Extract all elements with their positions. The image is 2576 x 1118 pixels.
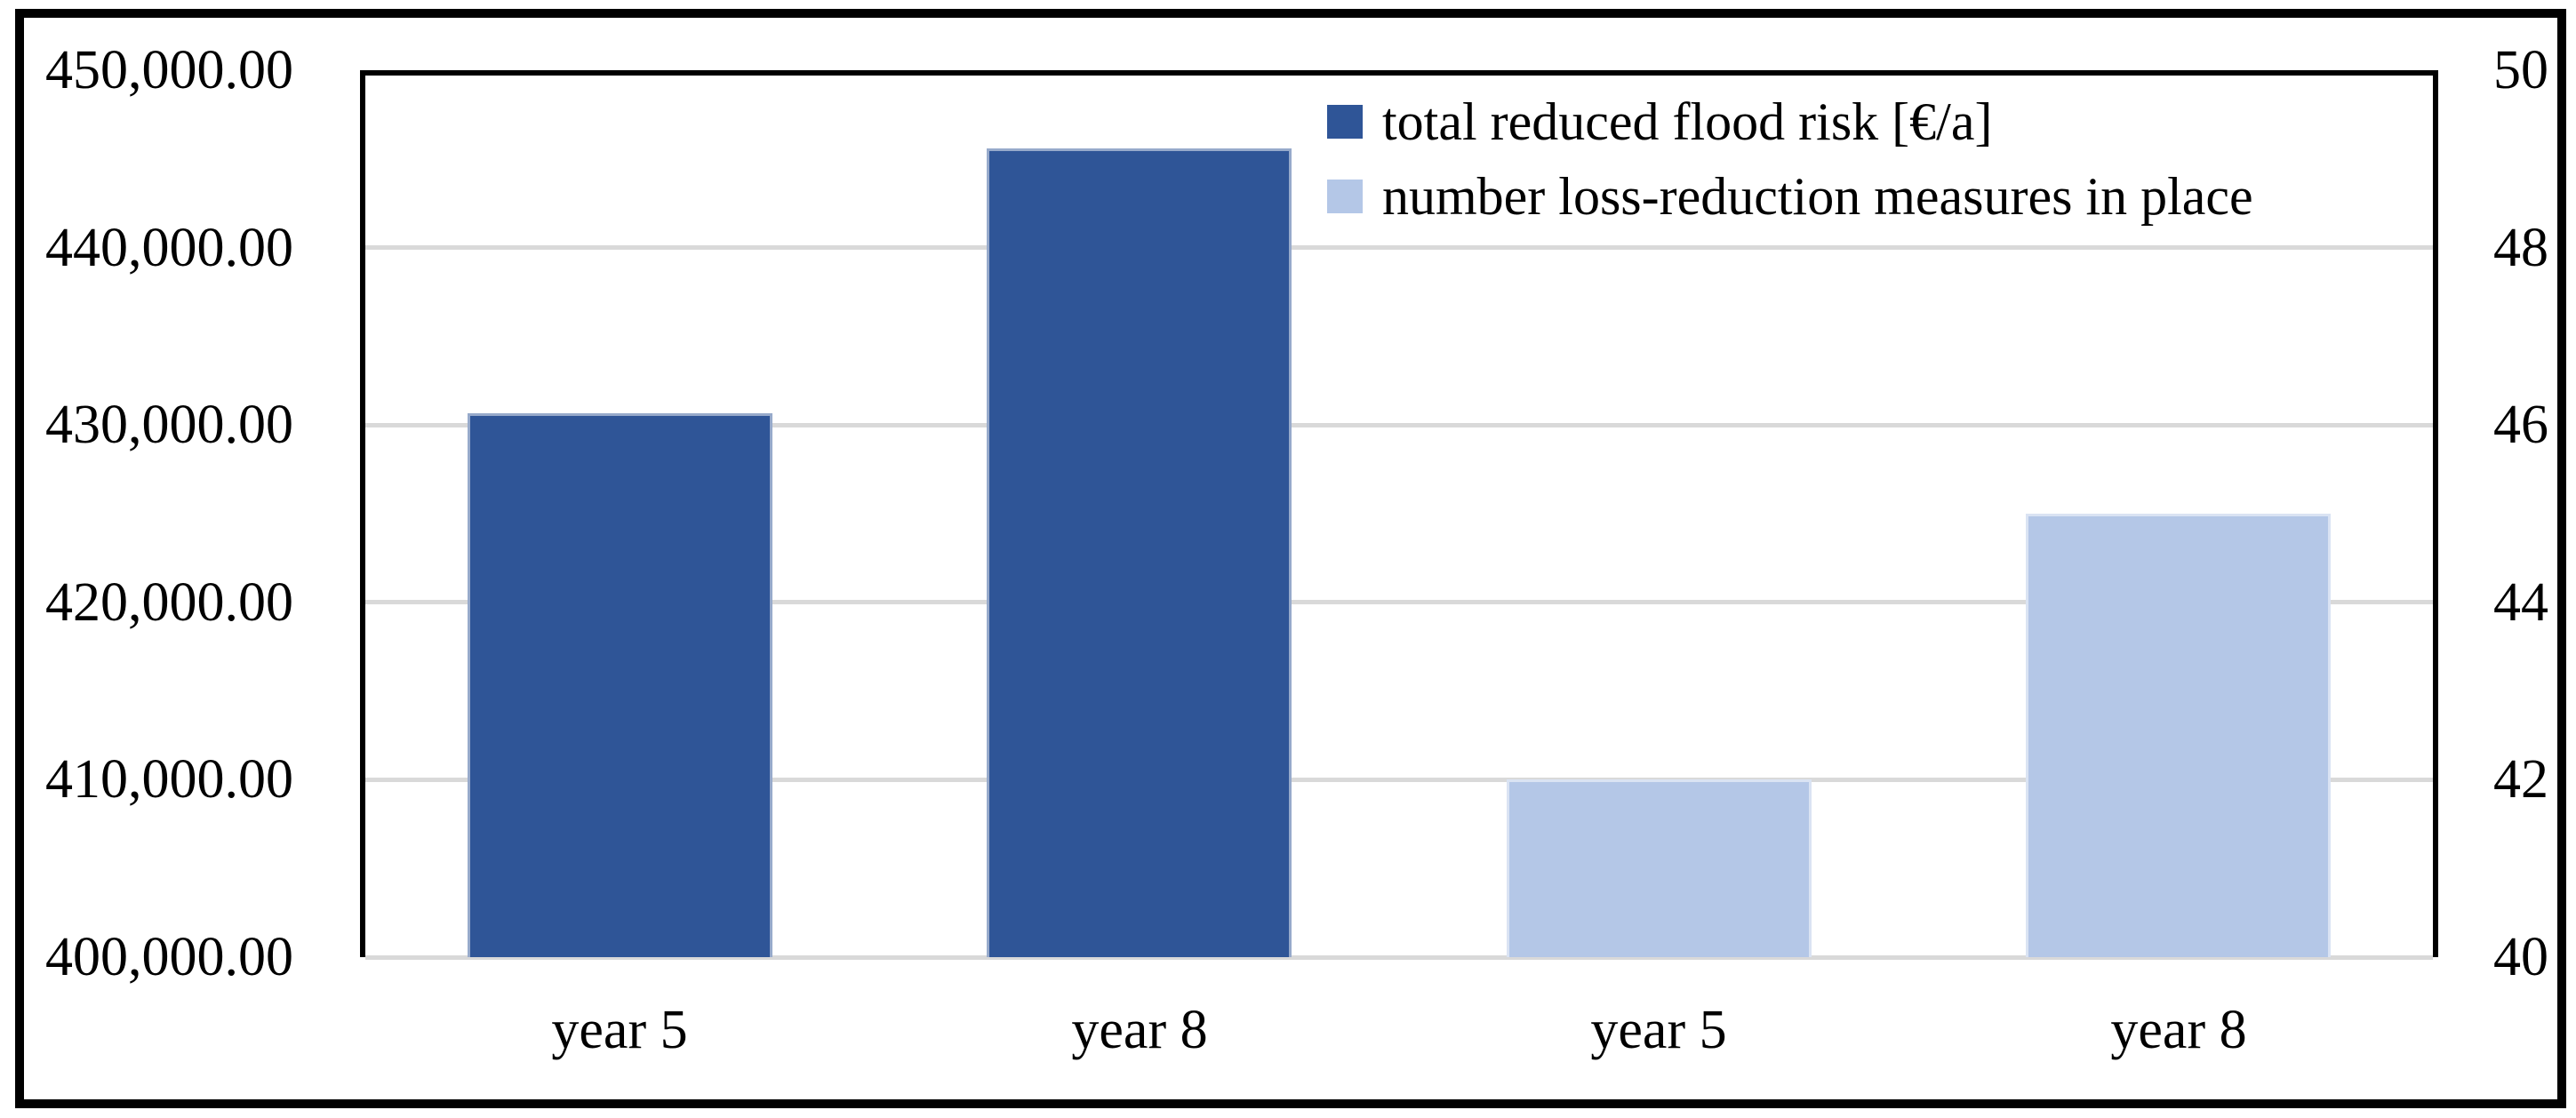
right-axis-tick-label: 42 xyxy=(2493,749,2548,810)
left-axis-tick-label: 430,000.00 xyxy=(45,395,293,455)
legend-item: number loss-reduction measures in place xyxy=(1327,159,2253,234)
category-label: year 5 xyxy=(1590,1000,1727,1060)
legend-item: total reduced flood risk [€/a] xyxy=(1327,84,2253,159)
left-axis-tick-label: 440,000.00 xyxy=(45,218,293,278)
bar-series2-year-8 xyxy=(2026,514,2331,957)
legend-swatch xyxy=(1327,105,1363,139)
right-axis-tick-label: 48 xyxy=(2493,218,2548,278)
gridline xyxy=(365,423,2433,427)
category-label: year 8 xyxy=(1071,1000,1208,1060)
category-axis-line xyxy=(365,955,2433,960)
legend-label: number loss-reduction measures in place xyxy=(1382,167,2253,226)
category-label: year 8 xyxy=(2110,1000,2247,1060)
left-axis-tick-label: 420,000.00 xyxy=(45,572,293,633)
gridline xyxy=(365,245,2433,250)
gridline xyxy=(365,778,2433,782)
legend-label: total reduced flood risk [€/a] xyxy=(1382,92,1993,151)
right-axis-tick-label: 50 xyxy=(2493,40,2548,100)
bar-series1-year-8 xyxy=(987,148,1292,957)
plot-border-top xyxy=(360,70,2438,76)
gridline xyxy=(365,600,2433,604)
legend: total reduced flood risk [€/a] number los… xyxy=(1327,84,2253,234)
left-axis-tick-label: 410,000.00 xyxy=(45,749,293,810)
right-axis-tick-label: 40 xyxy=(2493,927,2548,987)
right-axis-tick-label: 44 xyxy=(2493,572,2548,633)
bar-series1-year-5 xyxy=(468,413,772,957)
plot-border-left xyxy=(360,70,365,957)
legend-swatch xyxy=(1327,180,1363,213)
figure-frame xyxy=(15,9,2566,1108)
bar-series2-year-5 xyxy=(1507,779,1812,957)
left-axis-tick-label: 400,000.00 xyxy=(45,927,293,987)
plot-border-right xyxy=(2433,70,2438,957)
right-axis-tick-label: 46 xyxy=(2493,395,2548,455)
left-axis-tick-label: 450,000.00 xyxy=(45,40,293,100)
category-label: year 5 xyxy=(551,1000,688,1060)
